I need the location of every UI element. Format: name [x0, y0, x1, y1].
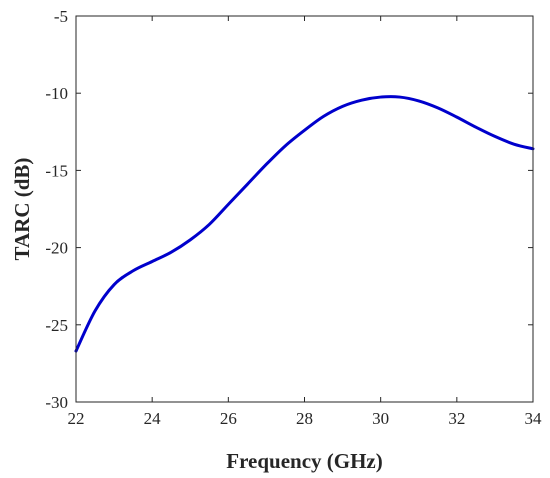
x-axis-title: Frequency (GHz): [226, 449, 383, 473]
y-tick-label: -25: [45, 316, 68, 335]
y-tick-label: -10: [45, 84, 68, 103]
tarc-series-line: [74, 95, 535, 353]
x-tick-label: 32: [448, 409, 465, 428]
x-tick-label: 34: [525, 409, 543, 428]
x-tick-label: 30: [372, 409, 389, 428]
x-tick-labels: 22 24 26 28 30 32 34: [68, 409, 543, 428]
x-tick-label: 24: [144, 409, 162, 428]
y-tick-labels: -5 -10 -15 -20 -25 -30: [45, 7, 68, 412]
y-tick-label: -20: [45, 239, 68, 258]
plot-frame: [75, 15, 534, 403]
x-tick-label: 28: [296, 409, 313, 428]
y-axis-title: TARC (dB): [10, 158, 34, 261]
series-layer: [74, 95, 535, 353]
x-tick-label: 26: [220, 409, 237, 428]
y-tick-label: -15: [45, 161, 68, 180]
x-tick-label: 22: [68, 409, 85, 428]
tick-marks: [75, 15, 534, 403]
y-tick-label: -5: [54, 7, 68, 26]
y-tick-label: -30: [45, 393, 68, 412]
